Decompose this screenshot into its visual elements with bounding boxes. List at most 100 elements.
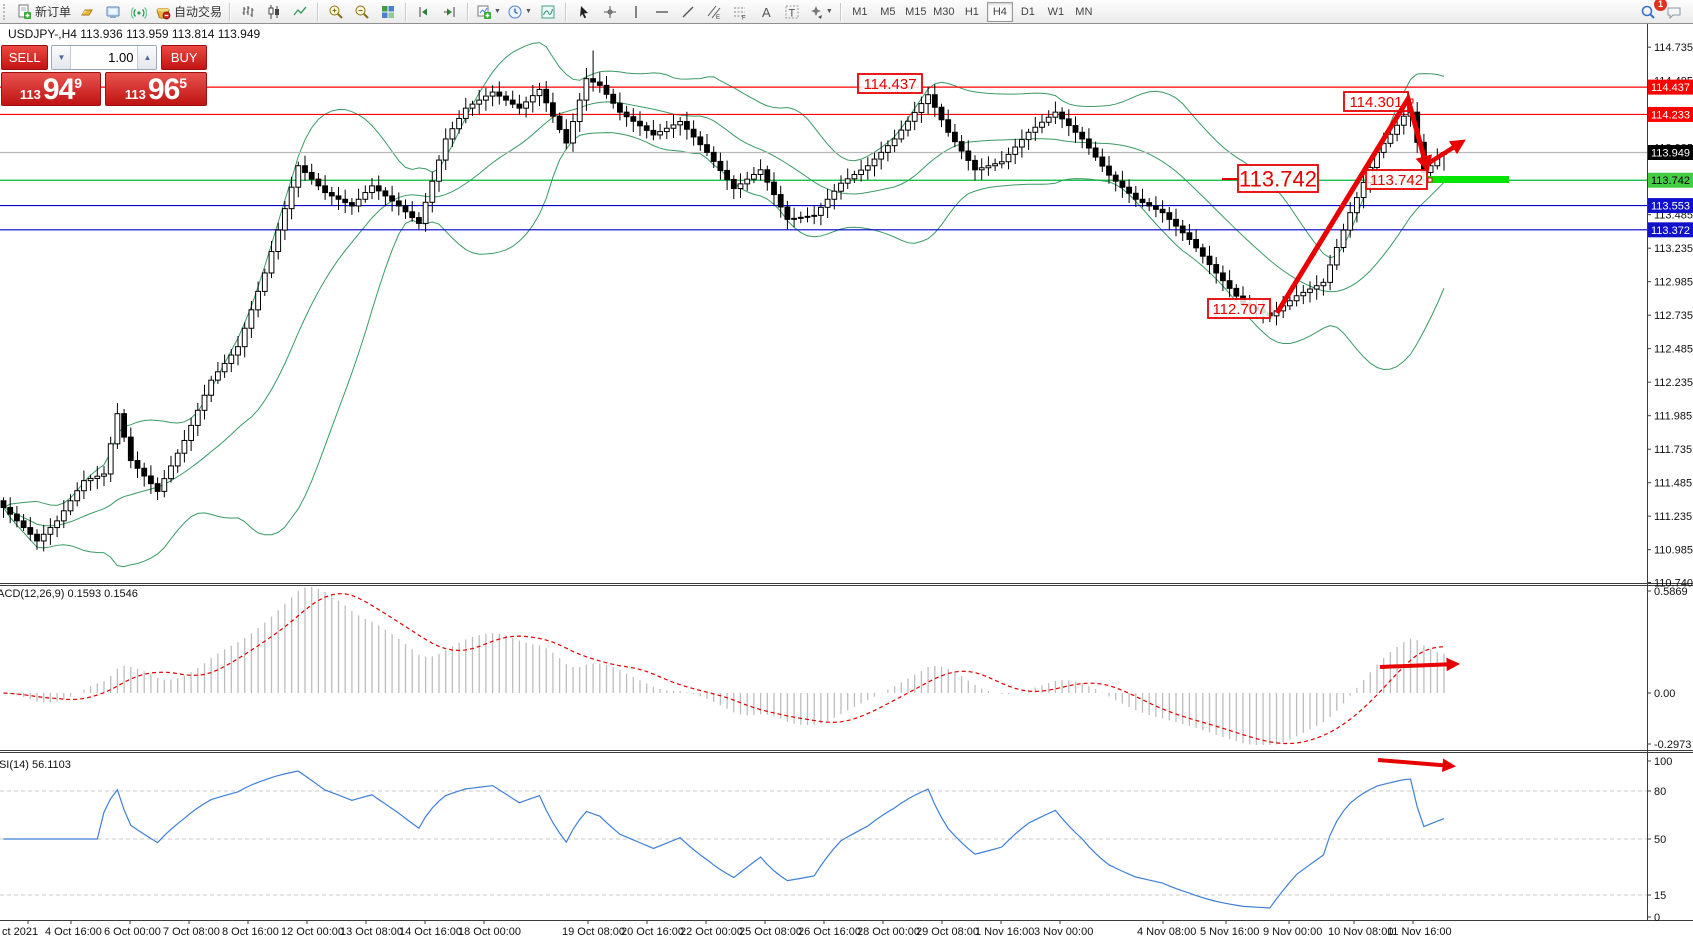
price-tick: 111.735: [1654, 444, 1692, 456]
timeframe-h1-button[interactable]: H1: [964, 5, 979, 18]
timeframe-h4-button[interactable]: H4: [986, 1, 1013, 22]
search-icon: [1640, 4, 1656, 20]
bar-chart-icon: [240, 4, 256, 20]
buy-button[interactable]: BUY: [161, 45, 207, 70]
text-icon: A: [758, 4, 774, 20]
text-label-icon: T: [784, 4, 800, 20]
svg-text:F: F: [742, 15, 746, 20]
auto-trading-button[interactable]: 自动交易: [152, 1, 225, 23]
arrows-button[interactable]: ▼: [805, 1, 836, 23]
lot-decrease-button[interactable]: ▼: [52, 46, 72, 69]
price-tick: 114.735: [1654, 42, 1693, 54]
line-chart-icon: [292, 4, 308, 20]
equidistant-channel-icon: E: [706, 4, 722, 20]
price-tick: 112.985: [1654, 277, 1693, 289]
main-toolbar: 新订单 自动交易 ▼ ▼ E F A T ▼ M1 M5 M15 M30 H1 H4 D1 W1 MN 1: [0, 0, 1693, 24]
time-label: 20 Oct 16:00: [621, 926, 684, 938]
indicators-icon: [540, 4, 556, 20]
svg-text:15: 15: [1654, 890, 1666, 902]
annotation-price-label: 113.742: [1370, 172, 1423, 189]
annotation-price-label: 112.707: [1212, 301, 1265, 318]
vertical-line-button[interactable]: [623, 1, 649, 23]
horizontal-line-icon: [654, 4, 670, 20]
timeframe-mn-button[interactable]: MN: [1075, 5, 1093, 18]
zoom-out-button[interactable]: [349, 1, 375, 23]
toolbar-separator: [839, 2, 842, 21]
toolbar-separator: [229, 2, 232, 21]
chart-shift-button[interactable]: [437, 1, 463, 23]
ask-prefix: 113: [124, 87, 146, 102]
timeframe-m1-button[interactable]: M1: [852, 5, 868, 18]
price-tag: 113.949: [1651, 148, 1690, 160]
time-label: 22 Oct 00:00: [680, 926, 743, 938]
zoom-in-button[interactable]: [323, 1, 349, 23]
trendline-button[interactable]: [675, 1, 701, 23]
crosshair-icon: [602, 4, 618, 20]
tile-windows-icon: [380, 4, 396, 20]
periods-icon: [507, 4, 523, 20]
time-label: 13 Oct 08:00: [340, 926, 403, 938]
line-chart-button[interactable]: [287, 1, 313, 23]
toolbar-grip: [3, 3, 10, 20]
new-order-button[interactable]: 新订单: [13, 1, 74, 23]
ask-sup: 5: [179, 75, 188, 91]
price-tag: 114.233: [1651, 109, 1690, 121]
price-tick: 111.985: [1654, 411, 1692, 423]
periods-button[interactable]: ▼: [504, 1, 535, 23]
timeframe-d1-button[interactable]: D1: [1020, 5, 1035, 18]
market-watch-button[interactable]: [74, 1, 100, 23]
price-tag: 113.742: [1651, 175, 1690, 187]
time-label: 28 Oct 00:00: [857, 926, 920, 938]
time-label: 3 Nov 00:00: [1034, 926, 1093, 938]
fibonacci-button[interactable]: F: [727, 1, 753, 23]
bid-main: 94: [42, 73, 75, 106]
ask-main: 96: [147, 73, 180, 106]
chat-button[interactable]: 1: [1654, 0, 1687, 23]
price-tick: 110.740: [1654, 578, 1693, 590]
cursor-button[interactable]: [571, 1, 597, 23]
timeframe-w1-button[interactable]: W1: [1047, 5, 1065, 18]
time-label: 18 Oct 00:00: [458, 926, 521, 938]
svg-text:0.5869: 0.5869: [1654, 586, 1688, 598]
terminal-button[interactable]: [100, 1, 126, 23]
time-label: ct 2021: [2, 926, 38, 938]
annotation-price-label: 113.742: [1239, 166, 1317, 191]
equidistant-channel-button[interactable]: E: [701, 1, 727, 23]
bar-chart-button[interactable]: [235, 1, 261, 23]
cursor-icon: [576, 4, 592, 20]
crosshair-button[interactable]: [597, 1, 623, 23]
dropdown-arrow-icon: ▼: [524, 8, 532, 15]
text-label-button[interactable]: T: [779, 1, 805, 23]
price-tag: 113.372: [1651, 225, 1690, 237]
time-label: 11 Nov 16:00: [1387, 926, 1452, 938]
timeframe-m15-button[interactable]: M15: [905, 5, 927, 18]
price-tick: 111.485: [1654, 478, 1692, 490]
svg-text:100: 100: [1654, 756, 1672, 768]
timeframe-m30-button[interactable]: M30: [933, 5, 955, 18]
text-button[interactable]: A: [753, 1, 779, 23]
bid-quote[interactable]: 113 94 9: [1, 72, 102, 106]
toolbar-button-label: 自动交易: [174, 5, 223, 19]
auto-scroll-button[interactable]: [411, 1, 437, 23]
auto-scroll-icon: [416, 4, 432, 20]
annotation-price-label: 114.301: [1349, 94, 1402, 111]
price-tick: 112.735: [1654, 310, 1693, 322]
indicators-button[interactable]: [535, 1, 561, 23]
candlestick-chart-button[interactable]: [261, 1, 287, 23]
sell-button[interactable]: SELL: [1, 45, 49, 70]
ask-quote[interactable]: 113 96 5: [105, 72, 207, 106]
toolbar-button-label: 新订单: [35, 5, 72, 19]
bid-prefix: 113: [19, 87, 41, 102]
horizontal-line-button[interactable]: [649, 1, 675, 23]
timeframe-m5-button[interactable]: M5: [880, 5, 896, 18]
lot-size-input[interactable]: [71, 46, 138, 69]
time-label: 1 Nov 16:00: [975, 926, 1034, 938]
tile-windows-button[interactable]: [375, 1, 401, 23]
trend-arrow: [1274, 92, 1433, 315]
price-tick: 113.235: [1654, 243, 1693, 255]
signals-button[interactable]: [126, 1, 152, 23]
lot-increase-button[interactable]: ▲: [137, 46, 157, 69]
search-button[interactable]: [1635, 1, 1661, 23]
new-chart-button[interactable]: ▼: [473, 1, 504, 23]
